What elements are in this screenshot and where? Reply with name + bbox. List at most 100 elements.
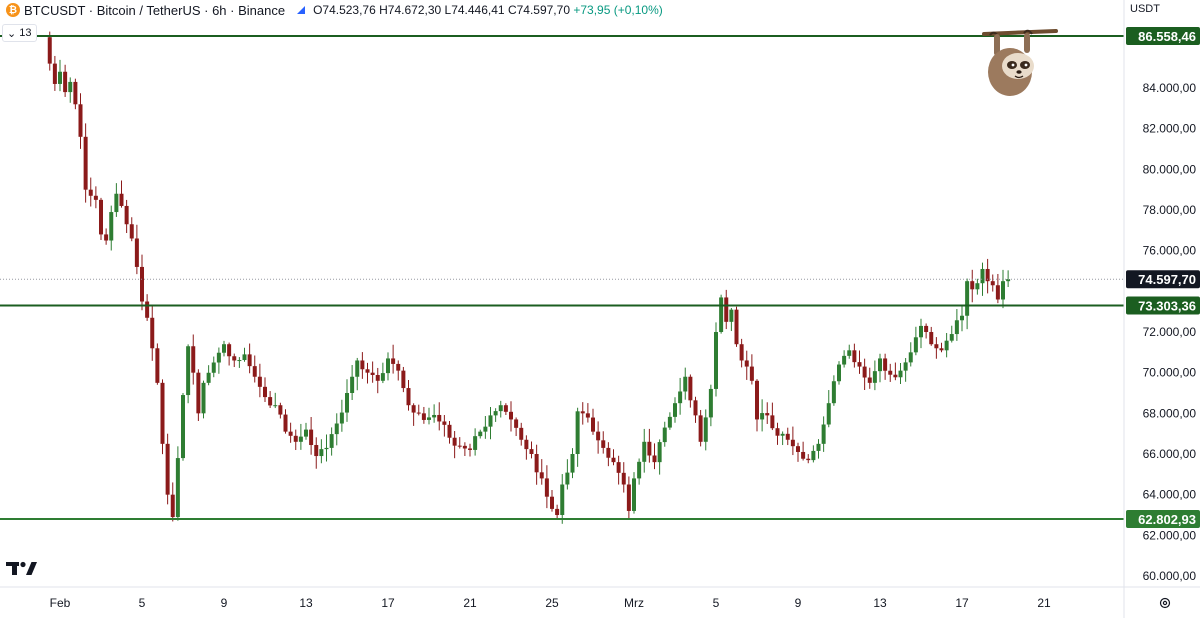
candle[interactable] — [626, 476, 631, 521]
candle[interactable] — [309, 417, 314, 455]
indicators-toggle[interactable]: ⌄ 13 — [2, 24, 37, 42]
candle[interactable] — [539, 459, 544, 485]
candle[interactable] — [888, 363, 893, 382]
candle[interactable] — [47, 31, 52, 71]
candle[interactable] — [949, 325, 954, 343]
candle[interactable] — [760, 399, 765, 432]
candle[interactable] — [652, 443, 657, 470]
candle[interactable] — [360, 352, 365, 379]
candle[interactable] — [514, 417, 519, 437]
candle[interactable] — [339, 399, 344, 432]
candle[interactable] — [621, 462, 626, 493]
candle[interactable] — [509, 401, 513, 432]
candle[interactable] — [242, 347, 247, 362]
candle[interactable] — [345, 379, 349, 422]
candle[interactable] — [934, 337, 939, 359]
candle[interactable] — [708, 384, 713, 427]
candle[interactable] — [211, 356, 216, 378]
candle[interactable] — [498, 400, 503, 418]
candle[interactable] — [519, 422, 524, 446]
candle[interactable] — [1006, 270, 1011, 288]
candle[interactable] — [698, 409, 703, 447]
candle[interactable] — [493, 408, 498, 422]
tradingview-logo[interactable] — [6, 560, 38, 583]
symbol-label[interactable]: BTCUSDT · Bitcoin / TetherUS · 6h · Bina… — [24, 2, 286, 18]
candle[interactable] — [872, 360, 877, 391]
candle[interactable] — [93, 186, 98, 209]
candle[interactable] — [488, 406, 493, 440]
candle[interactable] — [913, 326, 918, 356]
candle[interactable] — [201, 380, 206, 419]
candle[interactable] — [427, 407, 431, 425]
candle[interactable] — [662, 421, 667, 447]
candle[interactable] — [570, 448, 575, 479]
candle[interactable] — [283, 409, 288, 434]
candle[interactable] — [104, 228, 109, 245]
candle[interactable] — [975, 278, 980, 295]
candle[interactable] — [703, 409, 708, 451]
candle[interactable] — [257, 363, 262, 398]
candle[interactable] — [170, 482, 175, 522]
candle[interactable] — [678, 377, 683, 415]
candle[interactable] — [314, 437, 319, 469]
candle[interactable] — [375, 367, 380, 394]
candle[interactable] — [278, 402, 283, 419]
candle[interactable] — [319, 439, 324, 464]
candle[interactable] — [457, 437, 462, 449]
candle[interactable] — [801, 441, 806, 461]
candle[interactable] — [893, 362, 898, 381]
candle[interactable] — [268, 391, 273, 408]
candle[interactable] — [155, 343, 160, 385]
candle[interactable] — [63, 64, 68, 97]
candle[interactable] — [365, 362, 370, 384]
candle[interactable] — [924, 323, 929, 339]
candle[interactable] — [775, 422, 780, 445]
candle[interactable] — [329, 427, 334, 456]
candle[interactable] — [837, 361, 841, 385]
candle[interactable] — [370, 361, 375, 383]
candle[interactable] — [749, 354, 754, 385]
candle[interactable] — [462, 442, 467, 457]
candle[interactable] — [273, 392, 278, 409]
candle[interactable] — [667, 412, 672, 430]
candle[interactable] — [919, 318, 923, 349]
candle[interactable] — [222, 340, 226, 357]
candle[interactable] — [396, 360, 401, 381]
candle[interactable] — [119, 180, 124, 208]
candle[interactable] — [878, 353, 882, 383]
candle[interactable] — [160, 379, 165, 455]
candle[interactable] — [324, 434, 329, 462]
candle[interactable] — [73, 78, 78, 110]
candle[interactable] — [821, 416, 826, 452]
candle[interactable] — [529, 441, 534, 459]
candle[interactable] — [560, 474, 565, 524]
candle[interactable] — [944, 332, 949, 358]
candle[interactable] — [447, 421, 452, 444]
candle[interactable] — [83, 123, 88, 203]
candle[interactable] — [145, 294, 150, 321]
candle[interactable] — [134, 224, 139, 275]
candle[interactable] — [601, 431, 606, 454]
candle[interactable] — [611, 449, 616, 466]
candle[interactable] — [637, 458, 642, 485]
candle[interactable] — [724, 289, 729, 330]
candle[interactable] — [150, 306, 155, 361]
candle[interactable] — [288, 422, 293, 443]
candle[interactable] — [826, 390, 831, 428]
candle[interactable] — [673, 397, 677, 423]
candle[interactable] — [831, 375, 836, 406]
candle[interactable] — [903, 358, 908, 382]
candle[interactable] — [739, 338, 744, 368]
candle[interactable] — [304, 422, 308, 440]
candle[interactable] — [421, 406, 426, 424]
candle[interactable] — [765, 402, 770, 424]
candle[interactable] — [227, 342, 232, 366]
candle[interactable] — [683, 367, 688, 400]
candle[interactable] — [406, 379, 411, 411]
candle[interactable] — [252, 355, 257, 383]
candle[interactable] — [298, 423, 303, 450]
candle[interactable] — [780, 431, 785, 446]
candle[interactable] — [790, 426, 795, 456]
candle[interactable] — [355, 357, 360, 391]
candle[interactable] — [714, 322, 718, 397]
